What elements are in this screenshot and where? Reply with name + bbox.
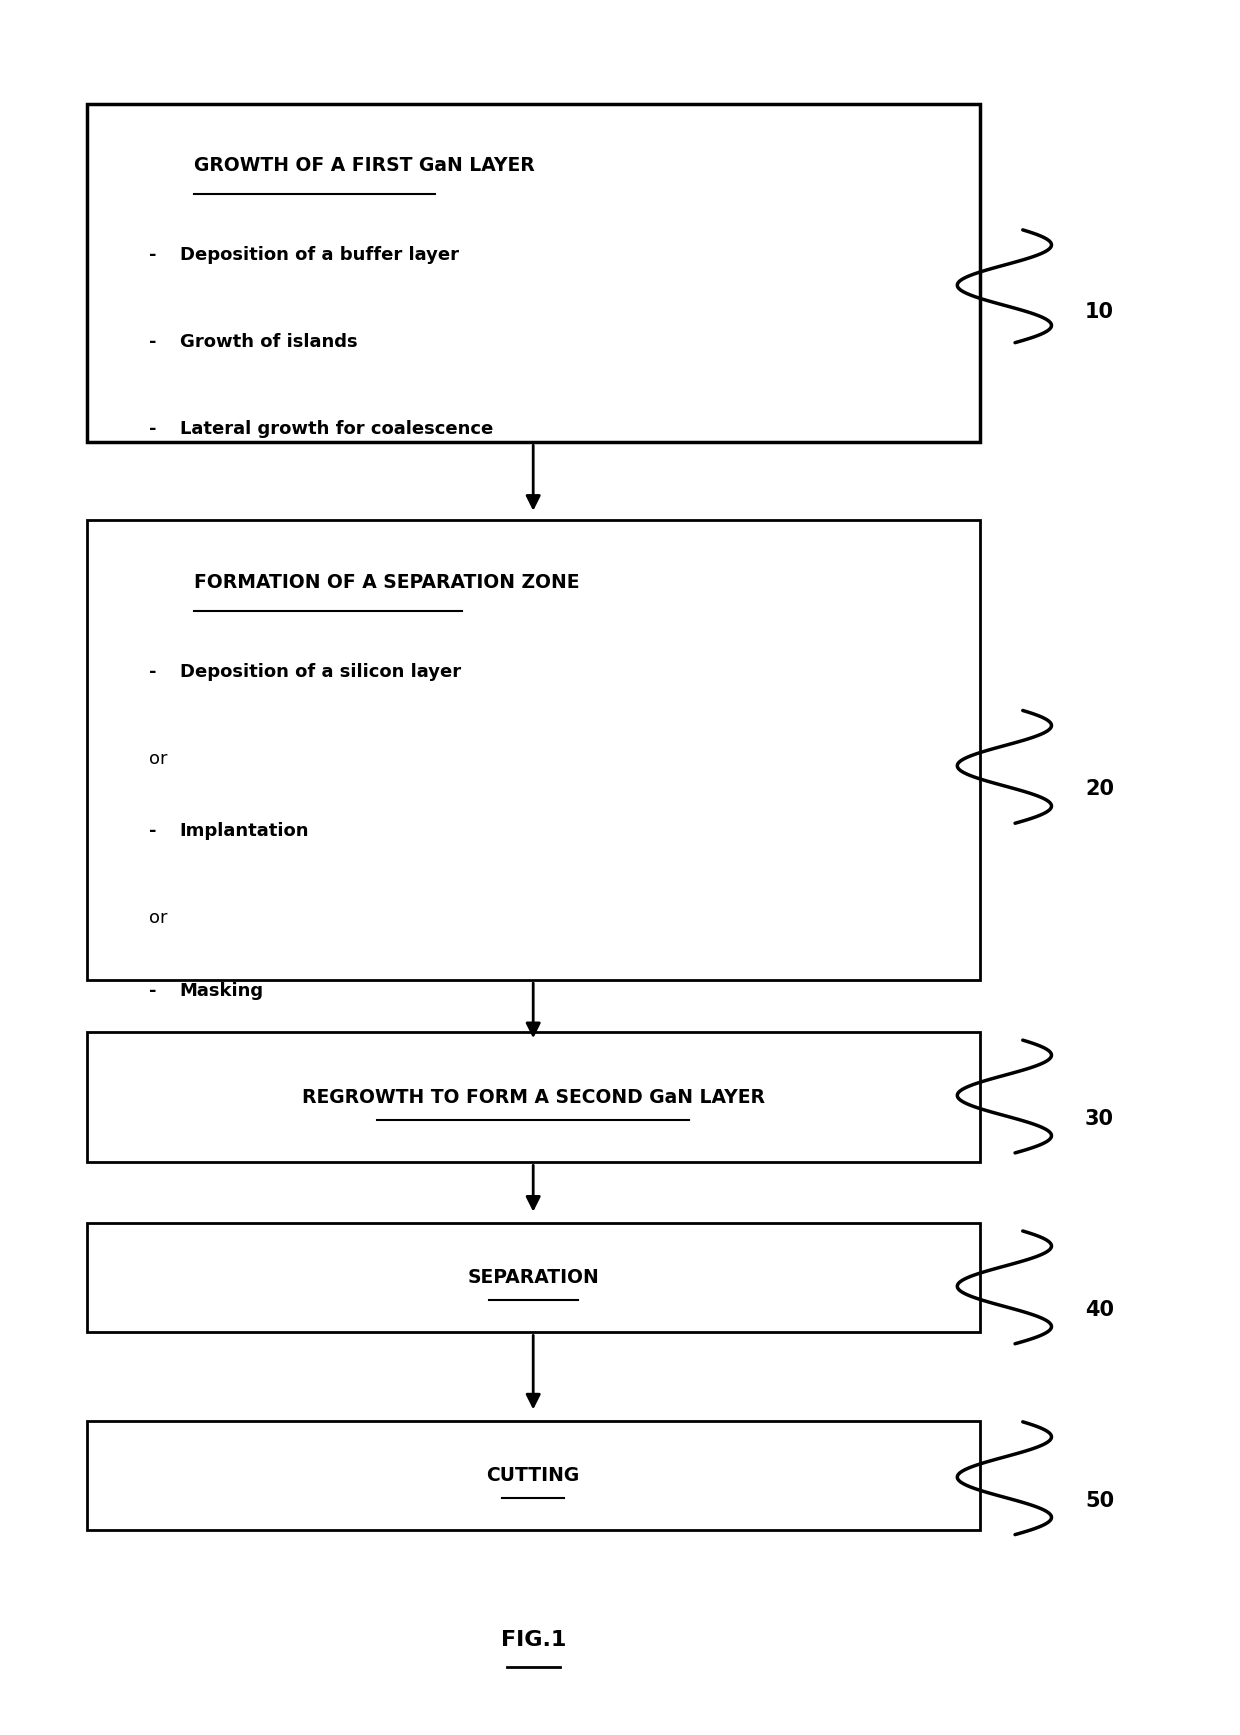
Text: 30: 30 [1085, 1109, 1114, 1129]
Bar [87, 104, 980, 442]
Text: REGROWTH TO FORM A SECOND GaN LAYER: REGROWTH TO FORM A SECOND GaN LAYER [301, 1088, 765, 1107]
Text: 10: 10 [1085, 302, 1114, 323]
Text: 20: 20 [1085, 779, 1114, 800]
Bar [87, 1223, 980, 1332]
Text: FORMATION OF A SEPARATION ZONE: FORMATION OF A SEPARATION ZONE [193, 573, 579, 592]
Text: -: - [149, 822, 156, 840]
Text: Masking: Masking [180, 982, 264, 999]
Text: -: - [149, 982, 156, 999]
Text: -: - [149, 333, 156, 350]
Text: or: or [149, 909, 167, 926]
Text: -: - [149, 420, 156, 437]
Bar [87, 1421, 980, 1530]
Bar [87, 520, 980, 980]
Text: 40: 40 [1085, 1300, 1114, 1320]
Text: -: - [149, 246, 156, 264]
Bar [87, 1032, 980, 1162]
Text: Implantation: Implantation [180, 822, 309, 840]
Text: FIG.1: FIG.1 [501, 1629, 565, 1650]
Text: 50: 50 [1085, 1490, 1114, 1511]
Text: Growth of islands: Growth of islands [180, 333, 357, 350]
Text: CUTTING: CUTTING [486, 1466, 580, 1485]
Text: Deposition of a buffer layer: Deposition of a buffer layer [180, 246, 459, 264]
Text: Lateral growth for coalescence: Lateral growth for coalescence [180, 420, 494, 437]
Text: SEPARATION: SEPARATION [467, 1268, 599, 1287]
Text: -: - [149, 663, 156, 680]
Text: Deposition of a silicon layer: Deposition of a silicon layer [180, 663, 461, 680]
Text: GROWTH OF A FIRST GaN LAYER: GROWTH OF A FIRST GaN LAYER [193, 156, 534, 175]
Text: or: or [149, 750, 167, 767]
